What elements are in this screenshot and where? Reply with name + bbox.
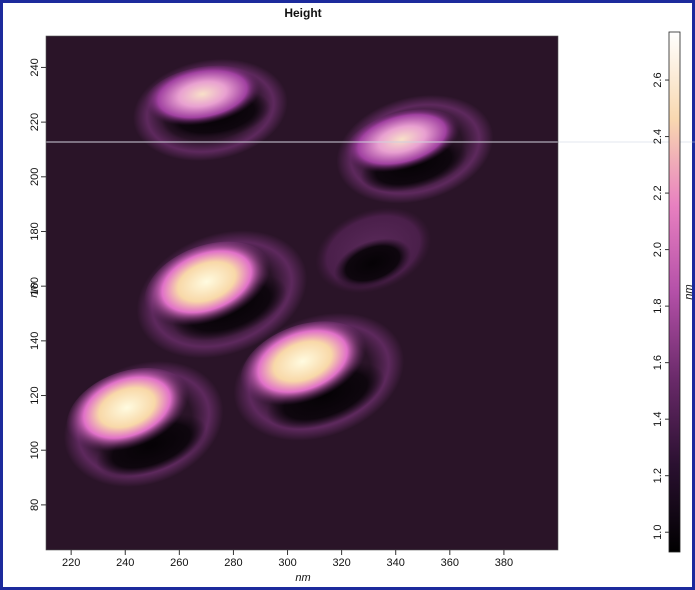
- y-tick-label: 220: [29, 113, 41, 131]
- x-tick-label: 280: [224, 557, 242, 569]
- x-tick-label: 260: [170, 557, 188, 569]
- colorbar-tick-label: 1.8: [652, 298, 664, 313]
- height-image: [46, 36, 558, 550]
- colorbar-tick-label: 1.6: [652, 355, 664, 370]
- x-tick-label: 220: [62, 557, 80, 569]
- x-tick-label: 300: [278, 557, 296, 569]
- x-axis-label: nm: [295, 572, 310, 584]
- y-tick-label: 180: [29, 222, 41, 240]
- colorbar-tick-label: 1.0: [652, 525, 664, 540]
- y-tick-label: 100: [29, 441, 41, 459]
- colorbar: [668, 31, 681, 553]
- colorbar-tick-label: 2.6: [652, 72, 664, 87]
- y-tick-label: 200: [29, 168, 41, 186]
- colorbar-tick-label: 2.0: [652, 242, 664, 257]
- y-tick-label: 140: [29, 332, 41, 350]
- chart-title: Height: [284, 6, 321, 20]
- x-tick-label: 380: [495, 557, 513, 569]
- colorbar-tick-label: 1.4: [652, 412, 664, 427]
- colorbar-label: nm: [683, 284, 695, 299]
- plot-border: [45, 35, 559, 551]
- x-tick-label: 320: [332, 557, 350, 569]
- x-tick-label: 360: [441, 557, 459, 569]
- y-axis-label: nm: [28, 282, 40, 297]
- y-tick-label: 240: [29, 58, 41, 76]
- y-tick-label: 120: [29, 386, 41, 404]
- colorbar-tick-label: 2.2: [652, 185, 664, 200]
- y-tick-label: 80: [29, 499, 41, 511]
- y-tick-label: 160: [29, 277, 41, 295]
- colorbar-tick-label: 2.4: [652, 129, 664, 144]
- x-tick-label: 340: [387, 557, 405, 569]
- x-tick-label: 240: [116, 557, 134, 569]
- colorbar-tick-label: 1.2: [652, 468, 664, 483]
